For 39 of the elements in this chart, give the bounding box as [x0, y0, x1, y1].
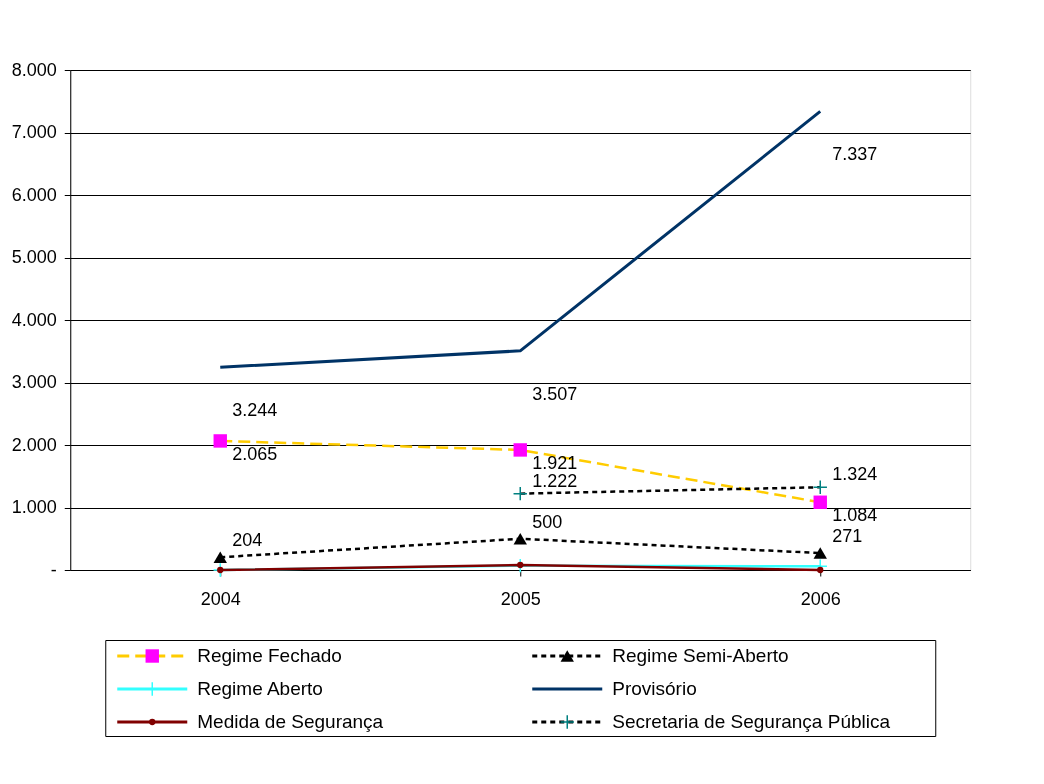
point — [213, 551, 227, 564]
point — [813, 495, 827, 509]
data-label: 204 — [232, 530, 263, 551]
point — [513, 532, 527, 545]
x-tick-label: 2005 — [500, 588, 541, 609]
data-label: 7.337 — [832, 144, 878, 165]
y-tick-label: 2.000 — [11, 434, 57, 455]
y-tick-label: 5.000 — [11, 247, 57, 267]
y-tick-label: - — [50, 559, 57, 580]
data-label: 1.921 — [532, 452, 578, 473]
y-tick-label: 7.000 — [11, 122, 57, 142]
y-tick-label: 6.000 — [11, 184, 57, 205]
point — [512, 486, 528, 502]
y-tick-label: 4.000 — [11, 309, 57, 330]
data-label: 500 — [532, 511, 563, 532]
x-tick-label: 2004 — [200, 588, 241, 609]
y-tick-label: 8.000 — [11, 59, 57, 80]
legend-label: Secretaria de Segurança Pública — [612, 711, 891, 732]
point — [817, 566, 824, 574]
point — [813, 547, 827, 559]
y-tick-label: 3.000 — [11, 372, 57, 392]
point — [517, 561, 524, 569]
legend-label: Regime Aberto — [197, 678, 323, 699]
y-tick-label: 1.000 — [11, 497, 57, 517]
data-label: 2.065 — [232, 443, 278, 464]
legend-label: Medida de Segurança — [197, 711, 384, 732]
data-label: 3.507 — [532, 383, 578, 404]
legend-label: Regime Fechado — [197, 645, 342, 666]
point — [812, 479, 828, 495]
x-tick-label: 2006 — [800, 588, 841, 609]
legend-label: Regime Semi-Aberto — [612, 645, 789, 666]
point — [217, 566, 224, 574]
data-label: 1.222 — [532, 470, 578, 491]
point — [213, 434, 227, 448]
data-label: 3.244 — [232, 400, 278, 421]
legend-label: Provisório — [612, 678, 697, 699]
data-label: 271 — [832, 526, 863, 547]
data-label: 1.324 — [832, 464, 878, 485]
point — [513, 443, 527, 457]
